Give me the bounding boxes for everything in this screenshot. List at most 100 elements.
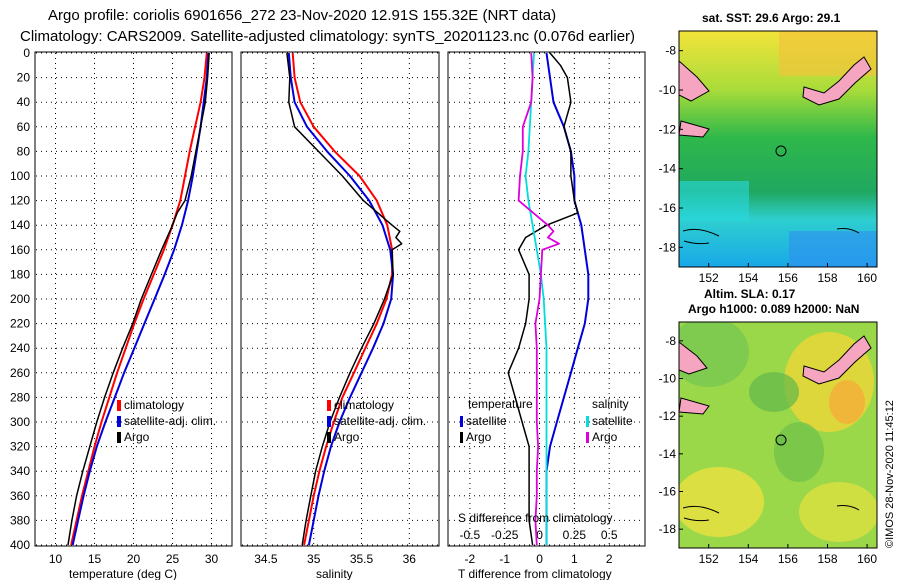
depth-tick-label: 180 (10, 267, 30, 281)
x-tick-label: 15 (88, 552, 102, 566)
reef-outlines (682, 228, 860, 245)
temperature-panel: 0 20 40 60 80 100 120 140 160 180 200 220 240 260 280 3… (10, 46, 233, 580)
x-tick-label: 30 (205, 552, 219, 566)
legend-swatch-argo (117, 432, 121, 443)
legend-swatch-climatology (117, 400, 121, 411)
legend-swatch-s-satellite (586, 416, 589, 427)
sla-blob (799, 482, 877, 542)
lon-tick-label: 152 (699, 271, 719, 285)
imos-timestamp: ©IMOS 28-Nov-2020 11:45:12 (884, 400, 896, 548)
sla-lon-ticks: 152 154 156 158 160 (699, 544, 877, 566)
lat-tick-label: -8 (665, 44, 676, 58)
lat-tick-label: -8 (665, 334, 676, 348)
depth-tick-label: 260 (10, 366, 30, 380)
lat-tick-label: -10 (659, 372, 677, 386)
lat-tick-label: -12 (659, 409, 677, 423)
depth-tick-label: 200 (10, 292, 30, 306)
sst-map-frame (678, 30, 878, 268)
sst-lon-ticks: 152 154 156 158 160 (699, 263, 877, 285)
depth-tick-label: 400 (10, 538, 30, 552)
salinity-axis-ticks: 34.5 35 35.5 36 (254, 552, 416, 566)
depth-tick-label: 220 (10, 317, 30, 331)
difference-series (507, 52, 590, 546)
series-line-satellite-adj-clim- (287, 52, 395, 546)
legend-label-t-argo: Argo (466, 430, 492, 444)
t-difference-axis-label: T difference from climatology (458, 567, 612, 580)
sst-cold-patch (789, 231, 877, 267)
argo-position-marker (775, 434, 787, 446)
lon-tick-label: 160 (857, 552, 877, 566)
legend-label-satellite: satellite-adj. clim. (334, 414, 426, 428)
lat-tick-label: -10 (659, 83, 677, 97)
sla-lat-ticks: -8 -10 -12 -14 -16 -18 (659, 334, 683, 536)
legend-swatch-t-satellite (460, 416, 463, 427)
sst-lat-ticks: -8 -10 -12 -14 -16 -18 (659, 44, 683, 254)
legend-label-climatology: climatology (334, 398, 394, 412)
x-tick-label: 25 (166, 552, 180, 566)
lat-tick-label: -14 (659, 447, 677, 461)
legend-swatch-satellite (327, 416, 331, 427)
salinity-panel: 34.5 35 35.5 36 climatology satellite-adj. … (240, 51, 440, 580)
sst-cool-patch (679, 181, 749, 221)
salinity-axis-label: salinity (316, 567, 353, 580)
difference-grid (449, 52, 644, 546)
figure-title-line1: Argo profile: coriolis 6901656_272 23-No… (48, 7, 556, 24)
salinity-series (286, 52, 403, 546)
legend-label-argo: Argo (124, 430, 150, 444)
legend-swatch-s-argo (586, 432, 589, 443)
lon-tick-label: 154 (738, 271, 758, 285)
temperature-axis-label: temperature (deg C) (69, 567, 177, 580)
series-line-argo (67, 52, 210, 546)
depth-tick-label: 360 (10, 489, 30, 503)
depth-tick-label: 40 (17, 95, 31, 109)
lon-tick-label: 158 (817, 271, 837, 285)
lon-tick-label: 160 (857, 271, 877, 285)
land-coast (679, 60, 710, 102)
legend-swatch-argo (327, 432, 331, 443)
series-line-argo (286, 52, 403, 546)
legend-swatch-climatology (327, 400, 331, 411)
sla-blob (829, 380, 865, 424)
depth-tick-label: 140 (10, 218, 30, 232)
x-tick-label: 20 (127, 552, 141, 566)
x-tick-label: 2 (606, 552, 613, 566)
depth-tick-label: 320 (10, 440, 30, 454)
depth-tick-label: 380 (10, 513, 30, 527)
x-tick-label: -2 (465, 552, 476, 566)
sla-map-frame (678, 321, 878, 549)
legend-label-s-satellite: satellite (592, 414, 633, 428)
figure-title-line2: Climatology: CARS2009. Satellite-adjuste… (20, 28, 635, 45)
legend-label-climatology: climatology (124, 398, 184, 412)
lat-tick-label: -16 (659, 485, 677, 499)
legend-heading-salinity: salinity (592, 397, 629, 411)
land-island-west (679, 397, 710, 415)
s-diff-tick-label: 0.25 (563, 528, 587, 542)
s-difference-axis-label: S difference from climatology (458, 511, 613, 525)
sla-map-title-line1: Altim. SLA: 0.17 (704, 287, 796, 301)
lat-tick-label: -12 (659, 122, 677, 136)
lat-tick-label: -16 (659, 201, 677, 215)
reef-outlines (682, 505, 860, 522)
s-diff-tick-label: 0 (536, 528, 543, 542)
sla-map-title-line2: Argo h1000: 0.089 h2000: NaN (688, 302, 859, 316)
legend-label-satellite: satellite-adj. clim. (124, 414, 216, 428)
x-tick-label: 35 (307, 552, 321, 566)
depth-tick-label: 340 (10, 464, 30, 478)
series-line-s-satellite (524, 52, 548, 545)
depth-tick-label: 80 (17, 144, 31, 158)
temperature-legend: climatology satellite-adj. clim. Argo (117, 398, 216, 444)
land-island-east (802, 335, 872, 385)
depth-tick-label: 60 (17, 120, 31, 134)
lat-tick-label: -18 (659, 522, 677, 536)
salinity-legend: climatology satellite-adj. clim. Argo (327, 398, 426, 444)
x-tick-label: 36 (403, 552, 417, 566)
s-diff-tick-label: 0.5 (601, 528, 618, 542)
x-tick-label: 10 (49, 552, 63, 566)
legend-swatch-satellite (117, 416, 121, 427)
argo-position-marker (775, 145, 787, 157)
legend-swatch-t-argo (460, 432, 463, 443)
legend-label-argo: Argo (334, 430, 360, 444)
depth-tick-label: 280 (10, 390, 30, 404)
lat-tick-label: -18 (659, 240, 677, 254)
